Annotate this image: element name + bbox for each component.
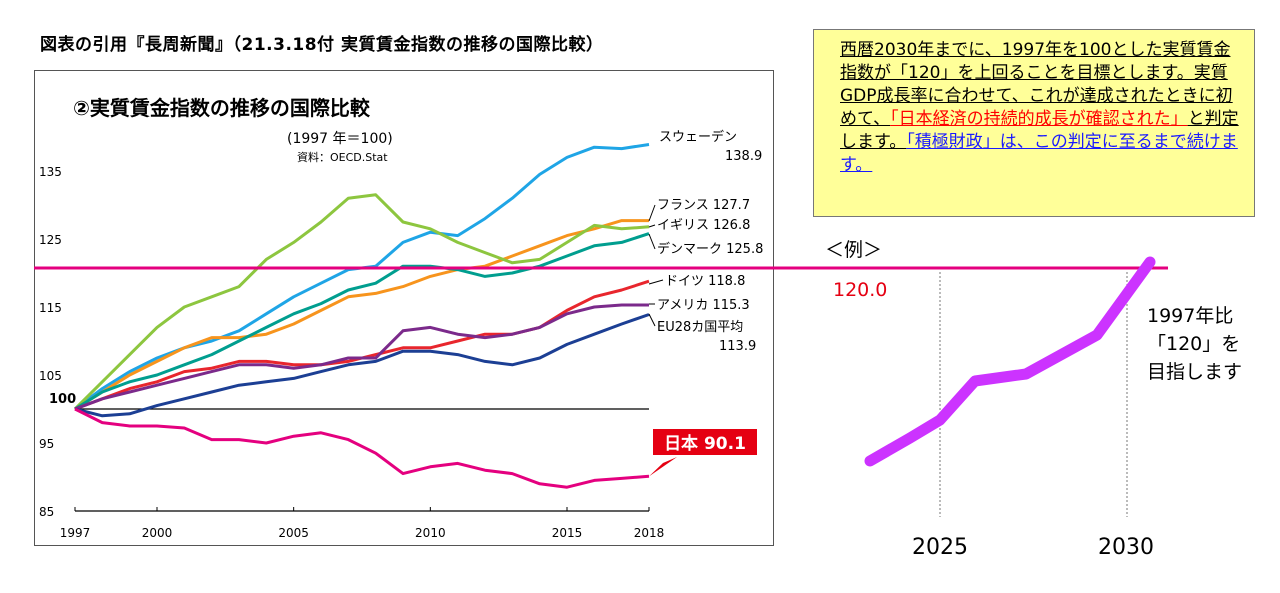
y-tick-label: 95 xyxy=(39,437,54,451)
y-tick-label: 135 xyxy=(39,165,62,179)
label-germany: ドイツ 118.8 xyxy=(665,274,745,289)
series-line-2 xyxy=(73,193,650,411)
note-text-fiscal: 「積極財政」は、この判定に至るまで続けます。 xyxy=(840,132,1238,175)
note-text-2: と判定します。 xyxy=(840,109,1239,152)
label-leader xyxy=(648,204,656,222)
note-text-1: 西暦2030年までに、1997年を100とした実質賃金指数が「120」を上回るこ… xyxy=(840,40,1233,129)
note-text-highlight: 「日本経済の持続的成長が確認された」 xyxy=(890,109,1188,129)
x-tick-label: 2005 xyxy=(278,526,309,540)
label-leader xyxy=(648,313,656,327)
x-tick-label: 1997 xyxy=(60,526,91,540)
x-tick-label: 2010 xyxy=(415,526,446,540)
y-tick-label: 85 xyxy=(39,505,54,519)
label-eu28-value: 113.9 xyxy=(719,339,756,354)
label-uk: イギリス 126.8 xyxy=(657,218,750,233)
series-line-3 xyxy=(74,232,650,411)
year-label-2025: 2025 xyxy=(912,535,968,560)
label-sweden-value: 138.9 xyxy=(725,149,762,164)
x-tick-label: 2015 xyxy=(552,526,583,540)
label-denmark: デンマーク 125.8 xyxy=(657,241,763,257)
label-leader xyxy=(648,224,656,228)
y-tick-label: 105 xyxy=(39,369,62,383)
chart-frame: ②実質賃金指数の推移の国際比較 (1997 年＝100) 資料：OECD.Stat 8… xyxy=(34,70,774,546)
series-line-7 xyxy=(74,407,650,489)
series-line-0 xyxy=(74,143,650,411)
japan-label-pointer xyxy=(649,457,677,477)
main-chart: ②実質賃金指数の推移の国際比較 (1997 年＝100) 資料：OECD.Stat 8… xyxy=(39,96,763,540)
label-leader xyxy=(648,233,656,250)
y-tick-label: 115 xyxy=(39,301,62,315)
japan-label: 日本 90.1 xyxy=(664,433,746,454)
projection-text-line-3: 目指します xyxy=(1147,361,1243,383)
series-line-6 xyxy=(74,313,650,418)
baseline-label: 100 xyxy=(49,392,76,407)
series-line-5 xyxy=(74,303,649,411)
label-usa: アメリカ 115.3 xyxy=(657,298,750,313)
projection-text-line-2: 「120」を xyxy=(1147,333,1241,355)
note-box: 西暦2030年までに、1997年を100とした実質賃金指数が「120」を上回るこ… xyxy=(813,29,1255,217)
label-sweden: スウェーデン xyxy=(659,129,737,145)
label-leader xyxy=(648,279,664,285)
chart-title: ②実質賃金指数の推移の国際比較 xyxy=(73,96,371,120)
page-title: 図表の引用『長周新聞』（21.3.18付 実質賃金指数の推移の国際比較） xyxy=(40,35,604,55)
projection-line xyxy=(864,256,1156,467)
chart-subtitle: (1997 年＝100) xyxy=(287,131,393,147)
target-value: 120.0 xyxy=(833,279,887,301)
x-tick-label: 2000 xyxy=(142,526,173,540)
series-line-1 xyxy=(74,219,649,411)
chart-source: 資料：OECD.Stat xyxy=(297,150,388,164)
year-label-2030: 2030 xyxy=(1098,535,1154,560)
label-eu28: EU28カ国平均 xyxy=(657,320,743,335)
x-tick-label: 2018 xyxy=(634,526,665,540)
y-tick-label: 125 xyxy=(39,233,62,247)
projection-text-line-1: 1997年比 xyxy=(1147,305,1234,327)
example-label: ＜例＞ xyxy=(825,239,882,261)
label-france: フランス 127.7 xyxy=(657,198,750,213)
japan-label-box xyxy=(653,429,757,455)
